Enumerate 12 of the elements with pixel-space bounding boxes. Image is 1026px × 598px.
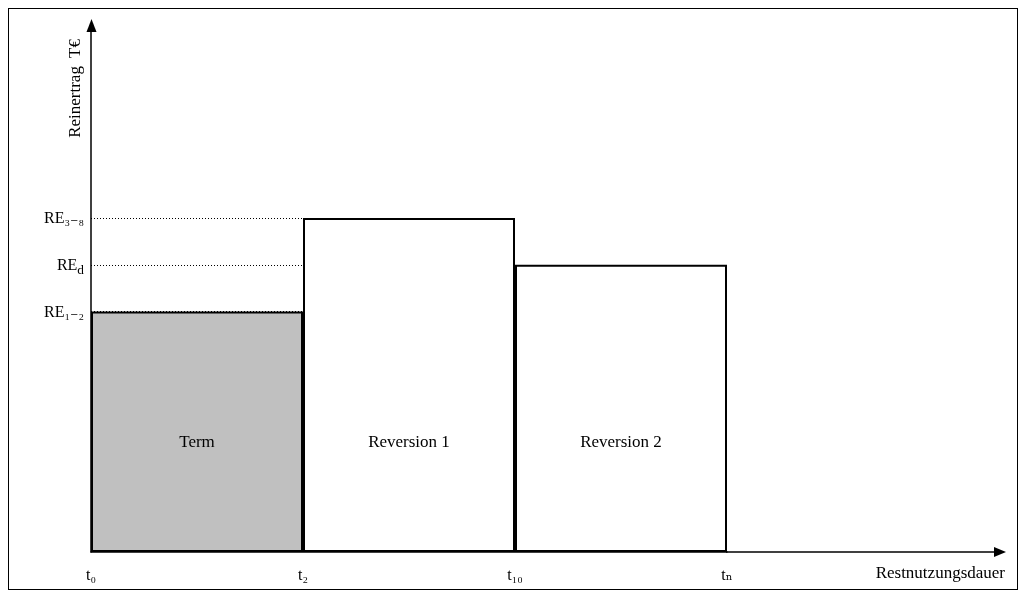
ref-line-label: RE₃₋₈ [43,208,84,228]
text: t₁₀ [507,565,523,583]
ref-line-label: RE₁₋₂ [43,301,84,322]
text: Restnutzungsdauer [875,563,1006,582]
text: t₂ [297,565,309,583]
ref-line-label: RE$_{d}$ [56,254,84,277]
text: tₙ [721,565,733,583]
x-tick-label: Term [179,432,215,452]
x-tick-label: Reversion 2 [580,432,662,452]
text: t₀ [85,565,97,583]
x-tick-label: Reversion 1 [368,432,450,452]
y-axis-title: Reinertrag T€ [65,38,84,138]
